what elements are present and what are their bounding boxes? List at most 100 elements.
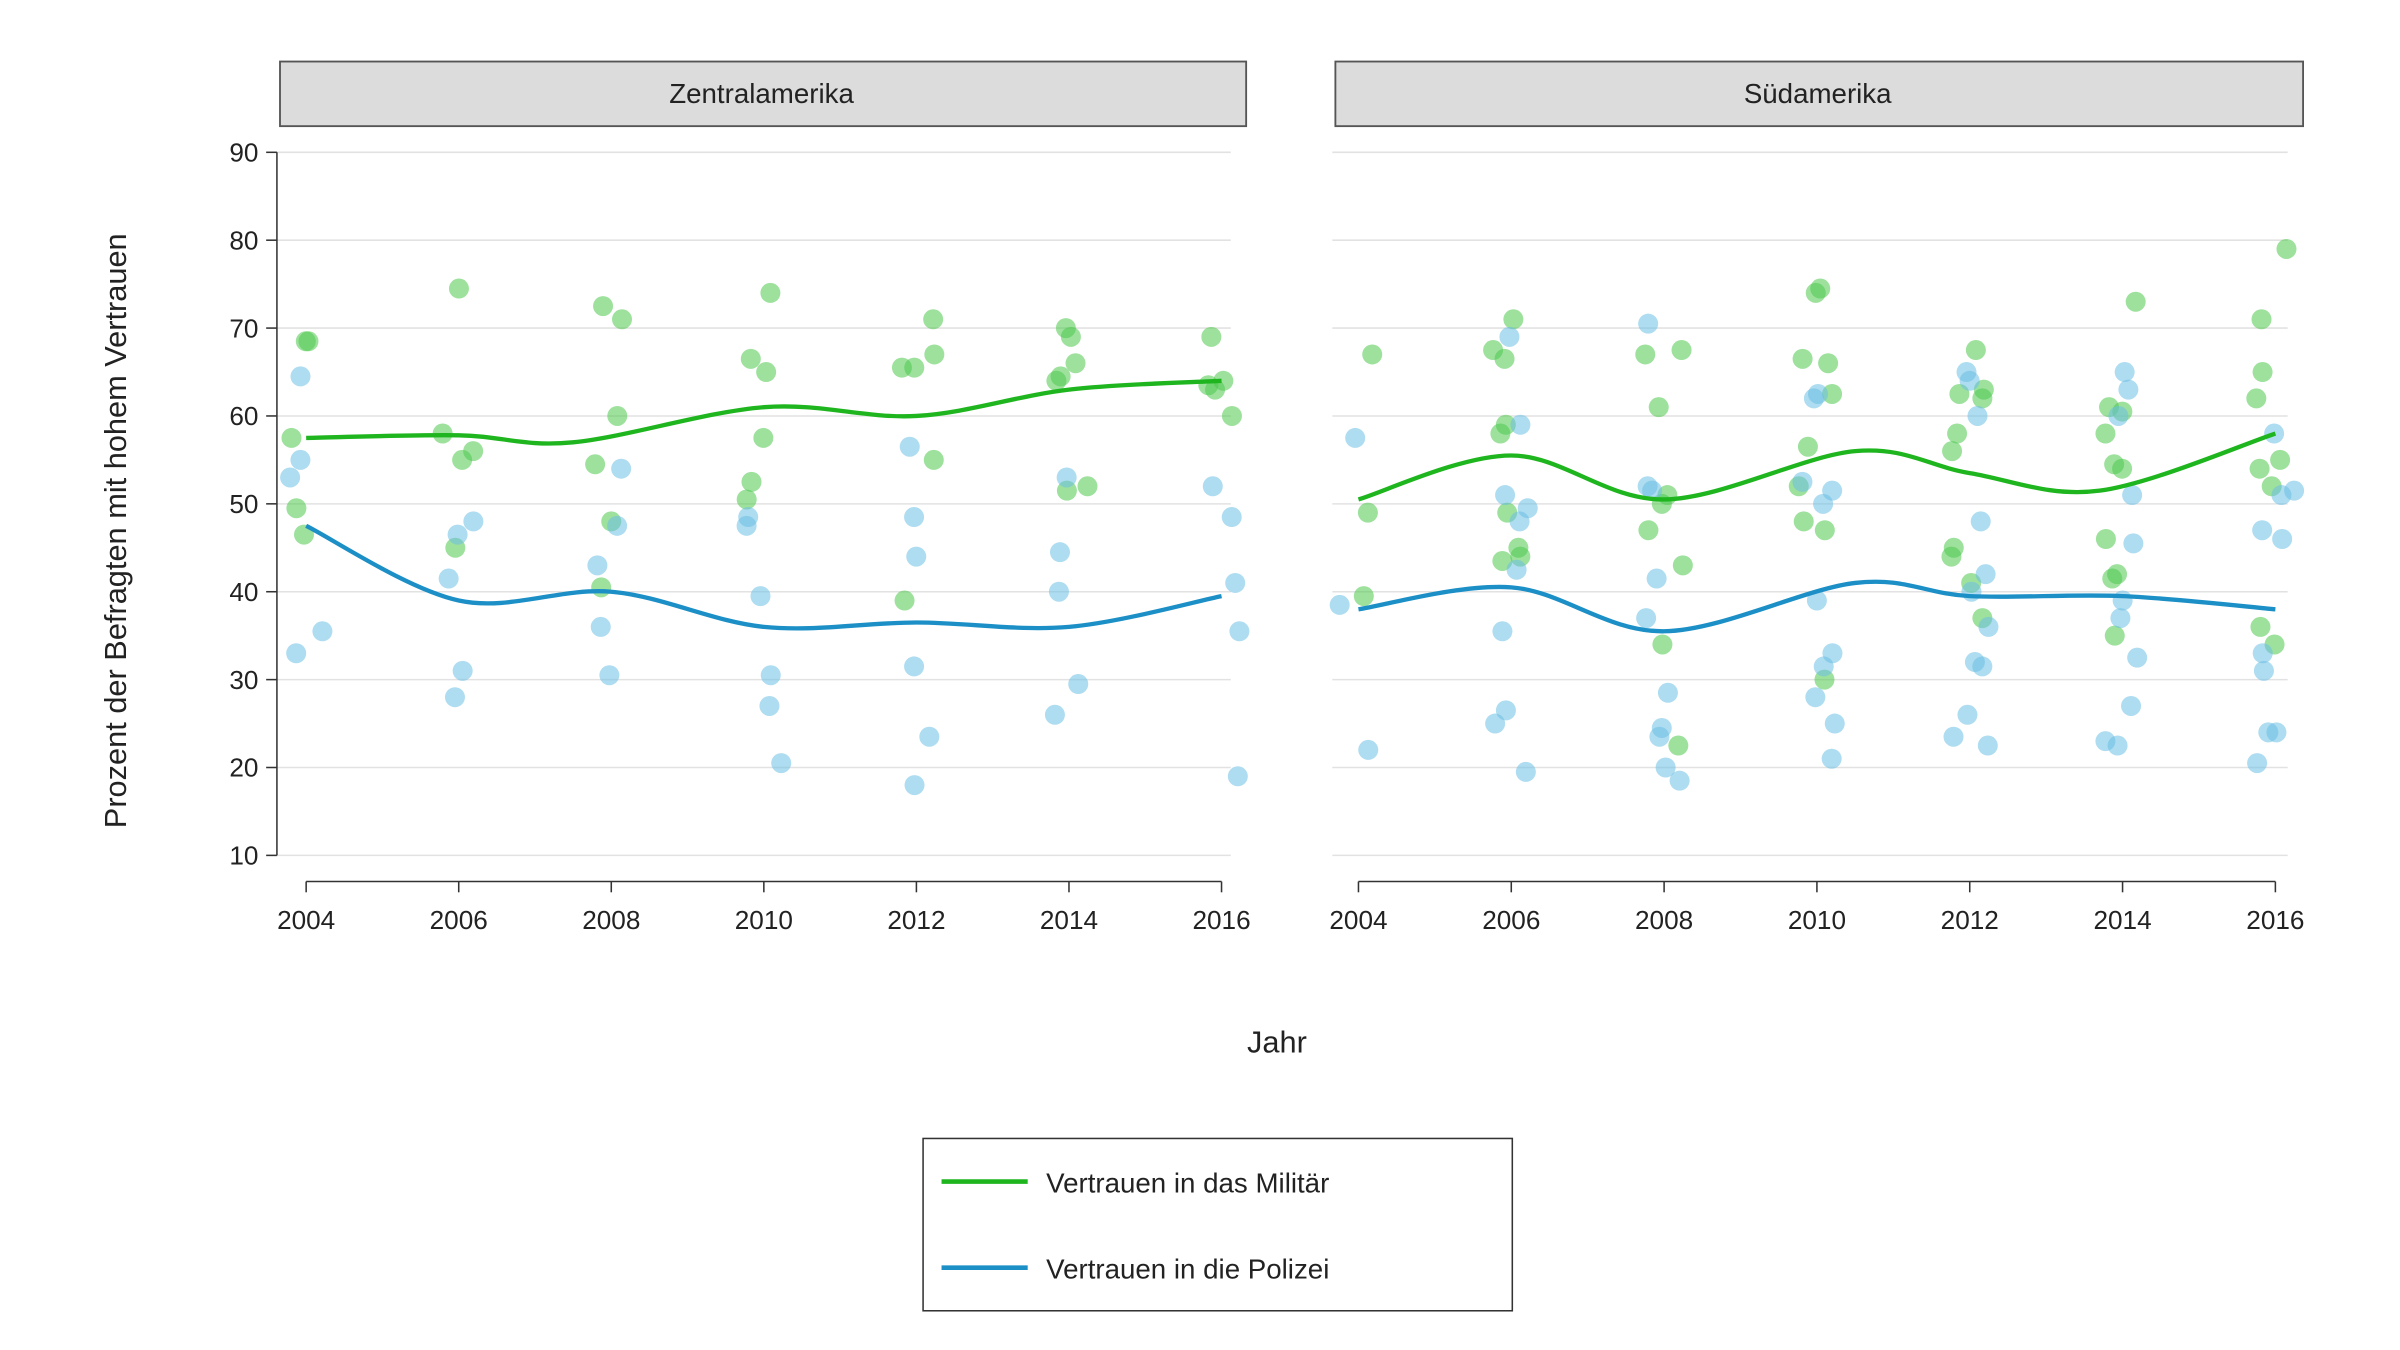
point-polizei [1803,388,1824,409]
point-militaer [2095,529,2116,549]
x-tick-label: 2004 [277,905,335,935]
point-polizei [1068,674,1089,695]
point-polizei [290,449,311,470]
point-polizei [1977,735,1998,756]
point-polizei [1049,542,1070,563]
point-polizei [312,621,333,642]
point-militaer [1046,370,1067,391]
point-militaer [1947,423,1968,444]
x-tick-label: 2004 [1329,905,1387,935]
point-polizei [1967,405,1988,426]
point-militaer [1792,348,1813,369]
x-tick-label: 2012 [1941,905,1999,935]
point-militaer [1362,344,1383,365]
point-militaer [740,348,761,369]
x-tick-label: 2012 [887,905,945,935]
point-militaer [1648,397,1669,418]
point-polizei [2118,379,2139,400]
point-polizei [750,586,771,607]
point-polizei [1506,559,1527,580]
point-militaer [1357,502,1378,523]
point-militaer [1672,555,1693,576]
point-militaer [591,577,612,598]
point-polizei [438,568,459,589]
x-tick-label: 2014 [2093,905,2151,935]
point-polizei [771,753,792,774]
panel-1: Südamerika 2004 2006 2008 2010 2012 2014 2016 [1329,60,2304,935]
point-polizei [2252,643,2273,664]
y-tick-label: 60 [229,401,258,431]
point-militaer [1668,735,1689,756]
point-militaer [1965,340,1986,361]
point-polizei [2253,660,2274,681]
point-polizei [1669,770,1690,791]
point-polizei [1806,590,1827,611]
x-tick-label: 2006 [1482,905,1540,935]
x-tick-label: 2010 [735,905,793,935]
point-militaer [612,309,633,330]
point-polizei [2127,647,2148,668]
point-polizei [447,524,468,545]
point-militaer [1942,441,1963,462]
point-militaer [1818,353,1839,374]
x-tick-label: 2008 [1635,905,1693,935]
point-militaer [1652,634,1673,655]
point-polizei [759,695,780,716]
point-polizei [904,656,925,677]
point-militaer [2246,388,2267,409]
point-polizei [1638,313,1659,334]
point-militaer [894,590,915,611]
point-militaer [2095,423,2116,444]
point-polizei [2108,405,2129,426]
point-polizei [452,660,473,681]
panel-strip [279,60,1248,128]
point-militaer [1797,436,1818,457]
point-polizei [290,366,311,387]
point-polizei [1048,581,1069,602]
point-militaer [1941,546,1962,567]
point-militaer [2125,291,2146,312]
smooth-line-militaer [306,378,1222,446]
point-polizei [1499,326,1520,347]
point-polizei [590,616,611,637]
point-polizei [1649,726,1670,747]
point-polizei [1202,476,1223,497]
panel-0: Zentralamerika 10 20 30 40 50 60 70 80 90 2004 2006… [229,60,1251,935]
point-polizei [611,458,632,479]
point-polizei [2258,722,2279,743]
point-polizei [1510,414,1531,435]
point-polizei [1957,704,1978,725]
point-militaer [607,405,628,426]
point-militaer [1638,520,1659,541]
point-polizei [899,436,920,457]
point-polizei [1657,682,1678,703]
point-polizei [736,515,757,536]
point-militaer [1671,340,1692,361]
point-polizei [1056,467,1077,488]
point-polizei [904,775,925,796]
point-polizei [1642,480,1663,501]
point-polizei [587,555,608,576]
point-polizei [2272,529,2293,549]
point-polizei [1792,471,1813,492]
point-polizei [904,507,925,528]
legend-box [922,1137,1514,1312]
point-polizei [444,687,465,708]
point-militaer [736,489,757,510]
point-militaer [585,454,606,475]
x-tick-label: 2006 [430,905,488,935]
point-militaer [1972,388,1993,409]
point-militaer [2250,616,2271,637]
point-militaer [923,309,944,330]
point-polizei [1972,656,1993,677]
point-polizei [1970,511,1991,532]
smooth-line-polizei [305,523,1222,631]
y-tick-label: 90 [229,138,258,168]
point-polizei [1515,761,1536,782]
point-polizei [906,546,927,567]
point-polizei [1227,766,1248,787]
point-polizei [2247,753,2268,774]
point-militaer [1198,375,1219,396]
point-polizei [1961,581,1982,602]
